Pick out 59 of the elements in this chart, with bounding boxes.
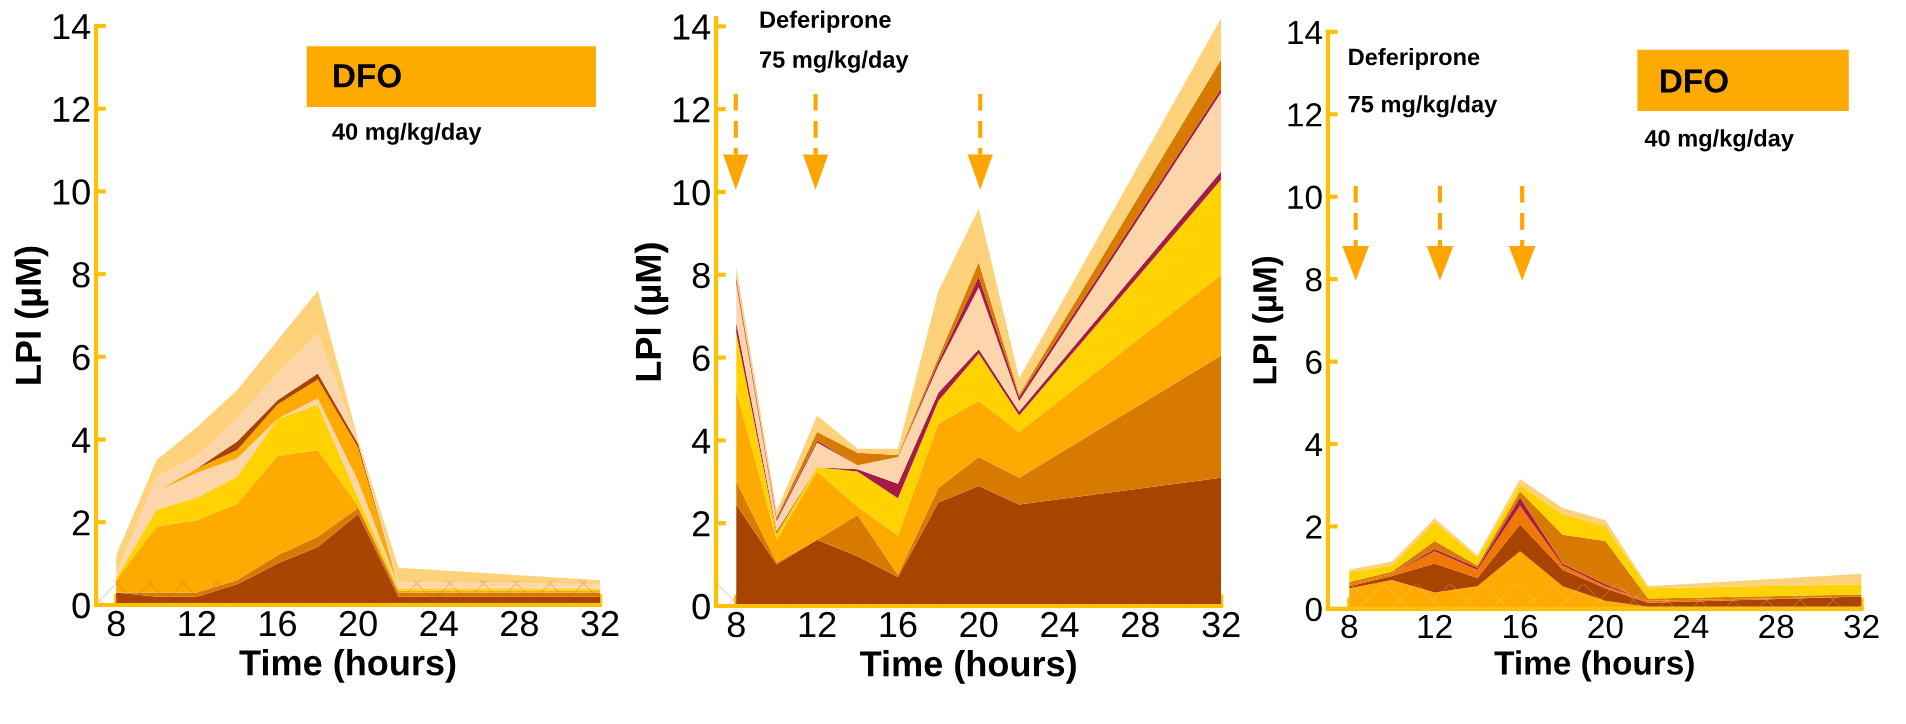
x-tick-label: 24 <box>420 610 458 636</box>
y-tick-label: 6 <box>692 345 710 372</box>
y-tick-label: 2 <box>692 511 710 537</box>
x-tick-label: 28 <box>1122 611 1159 638</box>
y-tick-label: 6 <box>72 344 90 371</box>
x-tick-label: 12 <box>799 611 836 638</box>
y-tick-label: 6 <box>1306 350 1322 374</box>
x-tick-label: 32 <box>581 610 619 637</box>
annotation: Deferiprone <box>1349 47 1480 70</box>
x-tick-label: 20 <box>339 610 377 637</box>
x-tick-label: 16 <box>1504 614 1538 639</box>
x-tick-label: 8 <box>107 610 125 637</box>
x-tick-label: 24 <box>1673 614 1709 638</box>
x-tick-label: 24 <box>1041 611 1079 638</box>
y-tick-label: 8 <box>692 262 710 289</box>
x-axis-title: Time (hours) <box>239 649 456 683</box>
y-tick-label: 8 <box>1305 267 1322 292</box>
y-tick-label: 4 <box>691 428 711 454</box>
y-tick-label: 10 <box>1288 185 1322 210</box>
annotation: 75 mg/kg/day <box>1348 95 1498 118</box>
y-tick-label: 14 <box>53 14 91 40</box>
y-tick-label: 8 <box>72 262 90 288</box>
x-tick-label: 20 <box>960 611 998 638</box>
x-tick-label: 8 <box>727 611 745 638</box>
annotation: DFO <box>334 64 401 88</box>
annotation: 40 mg/kg/day <box>1644 129 1794 152</box>
x-tick-label: 16 <box>880 611 917 638</box>
y-tick-label: 14 <box>673 14 711 40</box>
y-tick-label: 4 <box>1305 433 1323 457</box>
x-tick-label: 8 <box>1341 614 1358 639</box>
x-axis-title: Time (hours) <box>860 650 1076 684</box>
y-tick-label: 4 <box>71 427 91 453</box>
annotation: 40 mg/kg/day <box>332 122 482 145</box>
y-axis-title: LPI (µM) <box>634 243 669 381</box>
y-tick-label: 12 <box>53 96 90 122</box>
x-axis-title: Time (hours) <box>1494 650 1694 682</box>
y-tick-label: 2 <box>1306 515 1322 539</box>
y-tick-label: 12 <box>1288 103 1322 127</box>
y-tick-label: 14 <box>1288 21 1323 44</box>
y-tick-label: 0 <box>1305 597 1322 622</box>
x-tick-label: 12 <box>1418 614 1452 638</box>
x-tick-label: 28 <box>501 610 538 637</box>
x-tick-label: 12 <box>179 610 216 636</box>
y-tick-label: 10 <box>673 179 710 206</box>
y-tick-label: 2 <box>72 510 90 536</box>
x-tick-label: 32 <box>1844 614 1879 639</box>
x-tick-label: 20 <box>1588 614 1623 639</box>
x-tick-label: 32 <box>1202 611 1240 638</box>
y-tick-label: 0 <box>72 592 90 619</box>
annotation: 75 mg/kg/day <box>760 50 909 73</box>
y-tick-label: 12 <box>673 97 710 123</box>
y-tick-label: 10 <box>53 179 90 205</box>
annotation: DFO <box>1661 69 1728 93</box>
y-axis-title: LPI (µM) <box>1252 256 1284 384</box>
annotation: Deferiprone <box>760 10 891 33</box>
y-axis-title: LPI (µM) <box>14 246 49 384</box>
y-tick-label: 0 <box>692 593 710 620</box>
x-tick-label: 16 <box>260 610 296 637</box>
x-tick-label: 28 <box>1759 614 1794 639</box>
